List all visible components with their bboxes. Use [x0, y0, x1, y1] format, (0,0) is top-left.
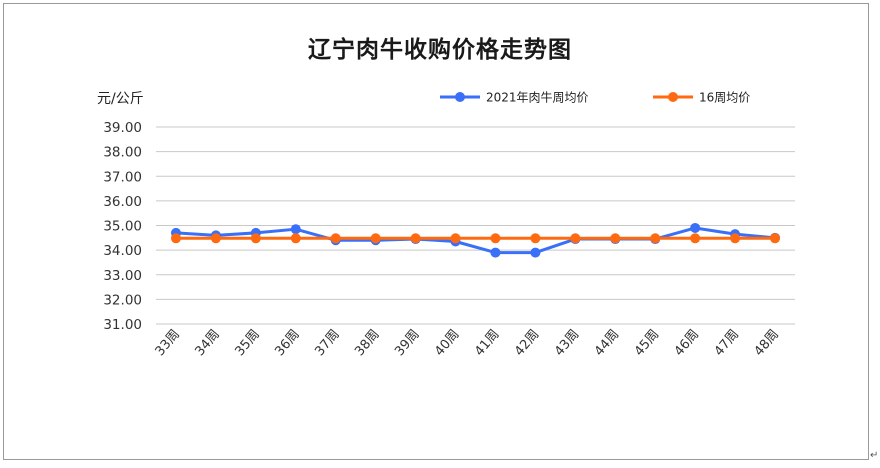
- x-tick-label: 48周: [752, 327, 782, 359]
- chart-title: 辽宁肉牛收购价格走势图: [308, 36, 572, 63]
- data-point: [770, 233, 781, 244]
- y-tick-label: 37.00: [103, 169, 142, 185]
- data-point: [490, 233, 501, 244]
- data-point: [570, 233, 581, 244]
- x-tick-label: 39周: [392, 327, 422, 359]
- data-point: [530, 233, 541, 244]
- x-tick-label: 40周: [432, 327, 462, 359]
- data-point: [730, 233, 741, 244]
- y-tick-label: 39.00: [103, 120, 142, 136]
- data-point: [410, 233, 421, 244]
- y-tick-label: 35.00: [103, 219, 142, 235]
- x-tick-label: 37周: [312, 327, 342, 359]
- x-tick-label: 33周: [153, 327, 183, 359]
- legend-label: 16周均价: [699, 91, 750, 105]
- x-tick-label: 34周: [192, 327, 222, 359]
- data-point: [370, 233, 381, 244]
- data-point: [250, 233, 261, 244]
- series-line: [175, 226, 776, 255]
- y-tick-label: 34.00: [103, 243, 142, 259]
- x-tick-label: 46周: [672, 327, 702, 359]
- data-point: [530, 247, 541, 258]
- data-point: [690, 233, 701, 244]
- data-point: [210, 233, 221, 244]
- data-point: [650, 233, 661, 244]
- y-axis-unit-label: 元/公斤: [97, 91, 144, 107]
- data-point: [290, 224, 301, 235]
- data-point: [690, 222, 701, 233]
- legend-marker: [668, 92, 678, 102]
- y-tick-label: 33.00: [103, 268, 142, 284]
- x-tick-label: 43周: [552, 327, 582, 359]
- data-point: [490, 247, 501, 258]
- x-tick-label: 44周: [592, 327, 622, 359]
- legend-label: 2021年肉牛周均价: [486, 90, 589, 105]
- y-tick-label: 31.00: [103, 317, 142, 333]
- x-tick-label: 35周: [232, 327, 262, 359]
- data-point: [450, 233, 461, 244]
- legend-marker: [455, 92, 465, 102]
- x-tick-label: 41周: [472, 327, 502, 359]
- y-tick-label: 32.00: [103, 292, 142, 308]
- x-tick-label: 47周: [712, 327, 742, 359]
- paragraph-mark: ↵: [870, 450, 879, 461]
- x-tick-label: 36周: [272, 327, 302, 359]
- y-tick-label: 38.00: [103, 145, 142, 161]
- x-tick-label: 38周: [352, 327, 382, 359]
- x-tick-label: 45周: [632, 327, 662, 359]
- data-point: [290, 233, 301, 244]
- data-point: [610, 233, 621, 244]
- x-tick-label: 42周: [512, 327, 542, 359]
- y-tick-label: 36.00: [103, 194, 142, 210]
- data-point: [330, 233, 341, 244]
- data-point: [170, 233, 181, 244]
